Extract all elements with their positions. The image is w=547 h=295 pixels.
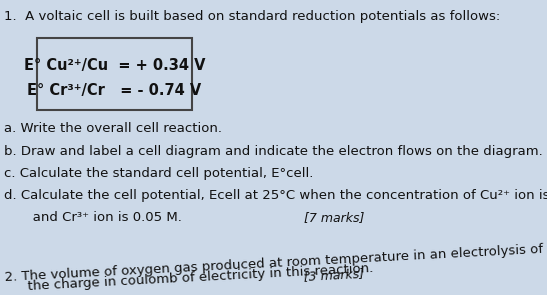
Text: and Cr³⁺ ion is 0.05 M.: and Cr³⁺ ion is 0.05 M. xyxy=(20,211,182,224)
Text: E° Cu²⁺/Cu  = + 0.34 V: E° Cu²⁺/Cu = + 0.34 V xyxy=(24,58,205,73)
Text: b. Draw and label a cell diagram and indicate the electron flows on the diagram.: b. Draw and label a cell diagram and ind… xyxy=(4,145,543,158)
Text: [3 marks]: [3 marks] xyxy=(303,267,364,283)
Text: a. Write the overall cell reaction.: a. Write the overall cell reaction. xyxy=(4,122,223,135)
Text: [7 marks]: [7 marks] xyxy=(304,211,364,224)
Text: the charge in coulomb of electricity in this reaction.: the charge in coulomb of electricity in … xyxy=(28,262,374,293)
Text: 2. The volume of oxygen gas produced at room temperature in an electrolysis of w: 2. The volume of oxygen gas produced at … xyxy=(4,240,547,284)
Bar xyxy=(37,38,192,110)
Text: c. Calculate the standard cell potential, E°cell.: c. Calculate the standard cell potential… xyxy=(4,167,314,180)
Text: E° Cr³⁺/Cr   = - 0.74 V: E° Cr³⁺/Cr = - 0.74 V xyxy=(27,83,202,98)
Text: d. Calculate the cell potential, Ecell at 25°C when the concentration of Cu²⁺ io: d. Calculate the cell potential, Ecell a… xyxy=(4,189,547,202)
Text: 1.  A voltaic cell is built based on standard reduction potentials as follows:: 1. A voltaic cell is built based on stan… xyxy=(4,10,501,23)
